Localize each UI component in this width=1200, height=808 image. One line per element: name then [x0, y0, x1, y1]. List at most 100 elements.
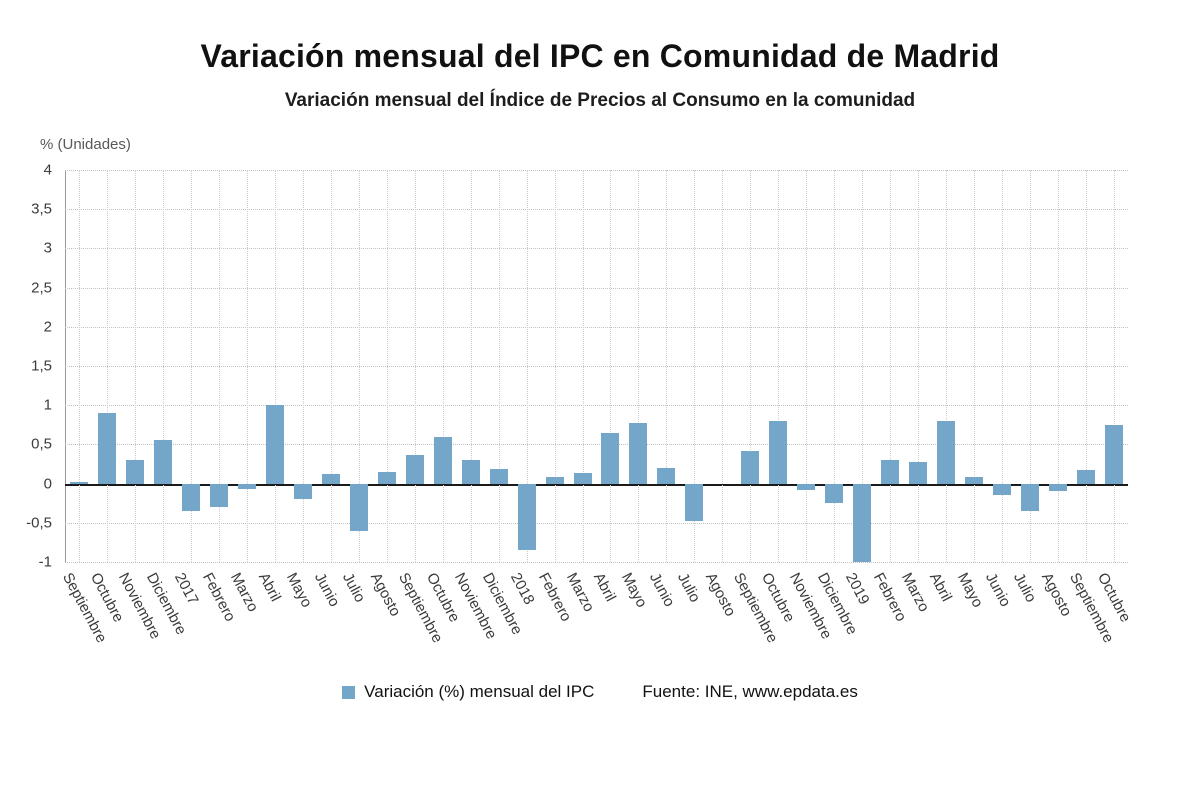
x-axis-labels: Septiembre Octubre Noviembre Diciembre 2017 F… [59, 564, 1134, 679]
x-tick-label: Julio [674, 570, 704, 606]
bar [321, 474, 340, 484]
bar [601, 433, 620, 484]
v-gridline [274, 170, 276, 562]
bar [69, 482, 88, 484]
x-tick-label: Junio [646, 570, 679, 610]
v-gridline [638, 170, 640, 562]
y-tick-label: 1 [43, 396, 52, 414]
v-gridline [582, 170, 584, 562]
v-gridline [106, 170, 108, 562]
v-gridline [302, 170, 304, 562]
bar [545, 477, 564, 484]
bar [629, 423, 648, 484]
bar [181, 483, 200, 512]
v-gridline [134, 170, 136, 562]
y-tick-label: 2,5 [31, 279, 52, 297]
bar [237, 483, 256, 490]
bar [433, 436, 452, 484]
bar [349, 483, 368, 531]
v-gridline [750, 170, 752, 562]
v-gridline [526, 170, 528, 562]
bar [125, 460, 144, 484]
y-tick-label: 4 [43, 161, 52, 179]
legend: Variación (%) mensual del IPC Fuente: IN… [0, 682, 1200, 702]
v-gridline [778, 170, 780, 562]
bar [881, 460, 900, 484]
h-gridline [65, 326, 1128, 328]
y-tick-label: 3,5 [31, 200, 52, 218]
bar [293, 483, 312, 500]
h-gridline [65, 209, 1128, 211]
x-tick-label: Abril [926, 570, 956, 605]
x-tick-label: Abril [590, 570, 620, 605]
v-gridline [722, 170, 724, 562]
bar [1105, 424, 1123, 484]
x-tick-label: Mayo [282, 570, 315, 611]
chart-title: Variación mensual del IPC en Comunidad d… [200, 38, 1000, 74]
plot-area [65, 170, 1128, 563]
bar [517, 483, 536, 551]
bar [769, 420, 788, 484]
v-gridline [470, 170, 472, 562]
h-gridline [65, 248, 1128, 250]
v-gridline [498, 170, 500, 562]
bar [825, 483, 844, 504]
bar [909, 462, 928, 484]
v-gridline [1114, 170, 1115, 562]
y-axis-labels: 4 3,5 3 2,5 2 1,5 1 0,5 0 -0,5 -1 [0, 162, 58, 571]
bar [993, 483, 1012, 496]
legend-series-marker-icon [342, 685, 356, 699]
x-tick-label: Mayo [954, 570, 987, 611]
x-tick-label: Julio [338, 570, 369, 606]
x-tick-label: 2019 [842, 570, 873, 608]
v-gridline [442, 170, 444, 562]
zero-line [65, 483, 1128, 486]
v-gridline [610, 170, 612, 562]
bar [97, 413, 116, 484]
v-gridline [330, 170, 332, 562]
x-tick-label: Junio [310, 570, 343, 610]
v-gridline [834, 170, 836, 562]
bar [797, 483, 816, 490]
x-tick-label: Abril [254, 570, 284, 605]
v-gridline [918, 170, 920, 562]
y-tick-label: 0,5 [31, 435, 52, 453]
h-gridline [65, 366, 1128, 367]
x-tick-label: Junio [982, 570, 1014, 610]
v-gridline [946, 170, 948, 562]
bar [209, 483, 228, 508]
v-gridline [1030, 170, 1032, 562]
bar [937, 420, 956, 484]
v-gridline [414, 170, 416, 562]
v-gridline [666, 170, 668, 562]
bar [853, 483, 872, 562]
source-text: Fuente: INE, www.epdata.es [642, 682, 858, 701]
x-tick-label: Julio [1010, 570, 1040, 606]
v-gridline [974, 170, 976, 562]
bar [741, 450, 760, 484]
h-gridline [65, 522, 1128, 524]
bar [489, 469, 508, 484]
v-gridline [1058, 170, 1060, 562]
h-gridline [65, 562, 1128, 563]
v-gridline [358, 170, 360, 562]
bar [153, 440, 172, 484]
v-gridline [554, 170, 556, 562]
bar [573, 473, 592, 484]
v-gridline [162, 170, 164, 562]
bar [657, 467, 676, 484]
legend-series-label: Variación (%) mensual del IPC [364, 682, 595, 701]
v-gridline [190, 170, 192, 562]
x-tick-label: Mayo [618, 570, 651, 611]
h-gridline [65, 405, 1128, 407]
v-gridline [246, 170, 248, 562]
bar [1077, 470, 1096, 484]
v-gridline [78, 170, 80, 562]
y-tick-label: 2 [43, 318, 52, 336]
v-gridline [862, 170, 864, 562]
chart-subtitle: Variación mensual del Índice de Precios … [284, 90, 916, 111]
y-tick-label: 3 [43, 239, 52, 257]
bar [1049, 483, 1068, 492]
legend-item: Variación (%) mensual del IPC [342, 682, 594, 702]
y-tick-label: -0,5 [26, 514, 52, 532]
